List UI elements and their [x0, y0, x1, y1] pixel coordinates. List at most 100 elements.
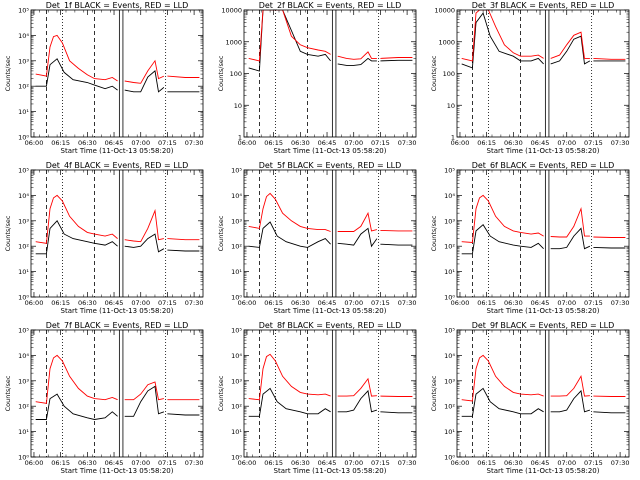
y-tick-label: 10⁵: [18, 167, 29, 175]
lld-series-line: [380, 57, 413, 59]
y-tick-label: 10⁰: [444, 294, 455, 302]
x-tick-label: 06:45: [531, 299, 550, 307]
y-tick-label: 1: [238, 134, 242, 142]
y-tick-label: 100: [443, 70, 455, 78]
x-tick-label: 06:30: [504, 139, 523, 147]
lld-series-line: [124, 208, 164, 243]
y-tick-label: 10⁰: [444, 454, 455, 462]
detector-chart: Det_3f BLACK = Events, RED = LLD 1 10 100 10…: [430, 1, 630, 155]
data-gap: [376, 330, 379, 457]
x-tick-label: 06:15: [477, 139, 496, 147]
x-tick-label: 07:15: [158, 299, 177, 307]
plot-frame: [243, 329, 417, 458]
chart-title: Det_9f BLACK = Events, RED = LLD: [472, 321, 615, 330]
x-tick-label: 06:15: [477, 299, 496, 307]
plot-frame: [456, 9, 630, 138]
y-tick-label: 10⁵: [444, 327, 455, 335]
chart-title: Det_4f BLACK = Events, RED = LLD: [46, 161, 189, 170]
events-series-line: [380, 59, 413, 62]
y-axis-label: Counts/sec: [430, 375, 438, 411]
y-tick-label: 10²: [18, 403, 29, 411]
y-axis-label: Counts/sec: [4, 55, 12, 91]
x-tick-label: 07:15: [584, 139, 603, 147]
x-axis-label: Start Time (11-Oct-13 05:58:20): [274, 307, 387, 315]
y-tick-label: 10¹: [231, 268, 242, 276]
x-tick-label: 07:00: [557, 139, 576, 147]
lld-series-line: [35, 34, 118, 82]
events-series-line: [380, 411, 413, 414]
data-gap: [119, 10, 123, 137]
data-gap: [545, 170, 549, 297]
events-series-line: [461, 387, 544, 417]
events-series-line: [35, 220, 118, 255]
x-tick-label: 06:15: [477, 459, 496, 467]
chart-title: Det_1f BLACK = Events, RED = LLD: [46, 1, 189, 10]
x-axis-label: Start Time (11-Oct-13 05:58:20): [487, 467, 600, 475]
lld-series-line: [550, 31, 590, 59]
y-tick-label: 10³: [18, 377, 29, 385]
x-tick-label: 07:30: [611, 459, 630, 467]
events-series-line: [461, 12, 544, 69]
events-series-line: [124, 385, 165, 417]
y-axis-label: Counts/sec: [430, 215, 438, 251]
events-series-line: [124, 233, 165, 253]
x-tick-label: 07:30: [611, 299, 630, 307]
y-tick-label: 10¹: [18, 268, 29, 276]
lld-series-line: [593, 236, 626, 238]
detector-panel: Det_5f BLACK = Events, RED = LLD 10⁰ 10¹ 10…: [213, 160, 426, 320]
events-series-line: [35, 58, 118, 91]
lld-series-line: [380, 229, 413, 232]
y-tick-label: 10²: [231, 243, 242, 251]
data-gap: [119, 330, 123, 457]
y-tick-label: 10: [447, 102, 455, 110]
lld-series-line: [337, 51, 377, 60]
y-tick-label: 10⁴: [18, 32, 29, 40]
y-tick-label: 10⁰: [18, 454, 29, 462]
y-axis-label: Counts/sec: [217, 55, 225, 91]
x-tick-label: 06:15: [264, 139, 283, 147]
y-tick-label: 10³: [18, 217, 29, 225]
lld-series-line: [248, 10, 331, 62]
plot-frame: [243, 9, 417, 138]
y-axis-label: Counts/sec: [217, 375, 225, 411]
detector-panel: Det_1f BLACK = Events, RED = LLD 10⁰ 10¹ 10…: [0, 0, 213, 160]
lld-series-line: [461, 194, 544, 243]
detector-panel: Det_9f BLACK = Events, RED = LLD 10⁰ 10¹ 10…: [426, 320, 639, 480]
x-axis-label: Start Time (11-Oct-13 05:58:20): [487, 307, 600, 315]
plot-frame: [30, 329, 204, 458]
detector-chart: Det_9f BLACK = Events, RED = LLD 10⁰ 10¹ 10…: [430, 321, 630, 475]
chart-title: Det_5f BLACK = Events, RED = LLD: [259, 161, 402, 170]
data-gap: [589, 170, 592, 297]
x-axis-label: Start Time (11-Oct-13 05:58:20): [61, 467, 174, 475]
events-series-line: [35, 393, 118, 420]
data-gap: [332, 170, 336, 297]
events-series-line: [248, 387, 331, 417]
x-tick-label: 07:30: [398, 139, 417, 147]
x-tick-label: 06:15: [264, 299, 283, 307]
x-tick-label: 07:15: [584, 299, 603, 307]
x-tick-label: 06:30: [78, 139, 97, 147]
y-tick-label: 10⁴: [18, 352, 29, 360]
x-tick-label: 07:00: [557, 299, 576, 307]
events-series-line: [248, 221, 331, 248]
x-tick-label: 06:45: [318, 139, 337, 147]
chart-title: Det_6f BLACK = Events, RED = LLD: [472, 161, 615, 170]
y-tick-label: 10²: [18, 243, 29, 251]
x-tick-label: 06:30: [504, 459, 523, 467]
y-tick-label: 10⁴: [231, 192, 242, 200]
events-series-line: [550, 227, 591, 250]
x-tick-label: 06:00: [451, 139, 470, 147]
events-series-line: [593, 411, 626, 414]
x-tick-label: 06:00: [451, 459, 470, 467]
data-gap: [332, 330, 336, 457]
events-series-line: [167, 249, 200, 252]
y-tick-label: 10³: [18, 57, 29, 65]
x-tick-label: 06:15: [51, 139, 70, 147]
detector-panel: Det_6f BLACK = Events, RED = LLD 10⁰ 10¹ 10…: [426, 160, 639, 320]
x-tick-label: 06:15: [264, 459, 283, 467]
x-tick-label: 07:00: [131, 139, 150, 147]
x-tick-label: 06:00: [25, 299, 44, 307]
detector-chart: Det_2f BLACK = Events, RED = LLD 1 10 100 10…: [217, 1, 417, 155]
plot-frame: [456, 329, 630, 458]
detector-panel: Det_3f BLACK = Events, RED = LLD 1 10 100 10…: [426, 0, 639, 160]
